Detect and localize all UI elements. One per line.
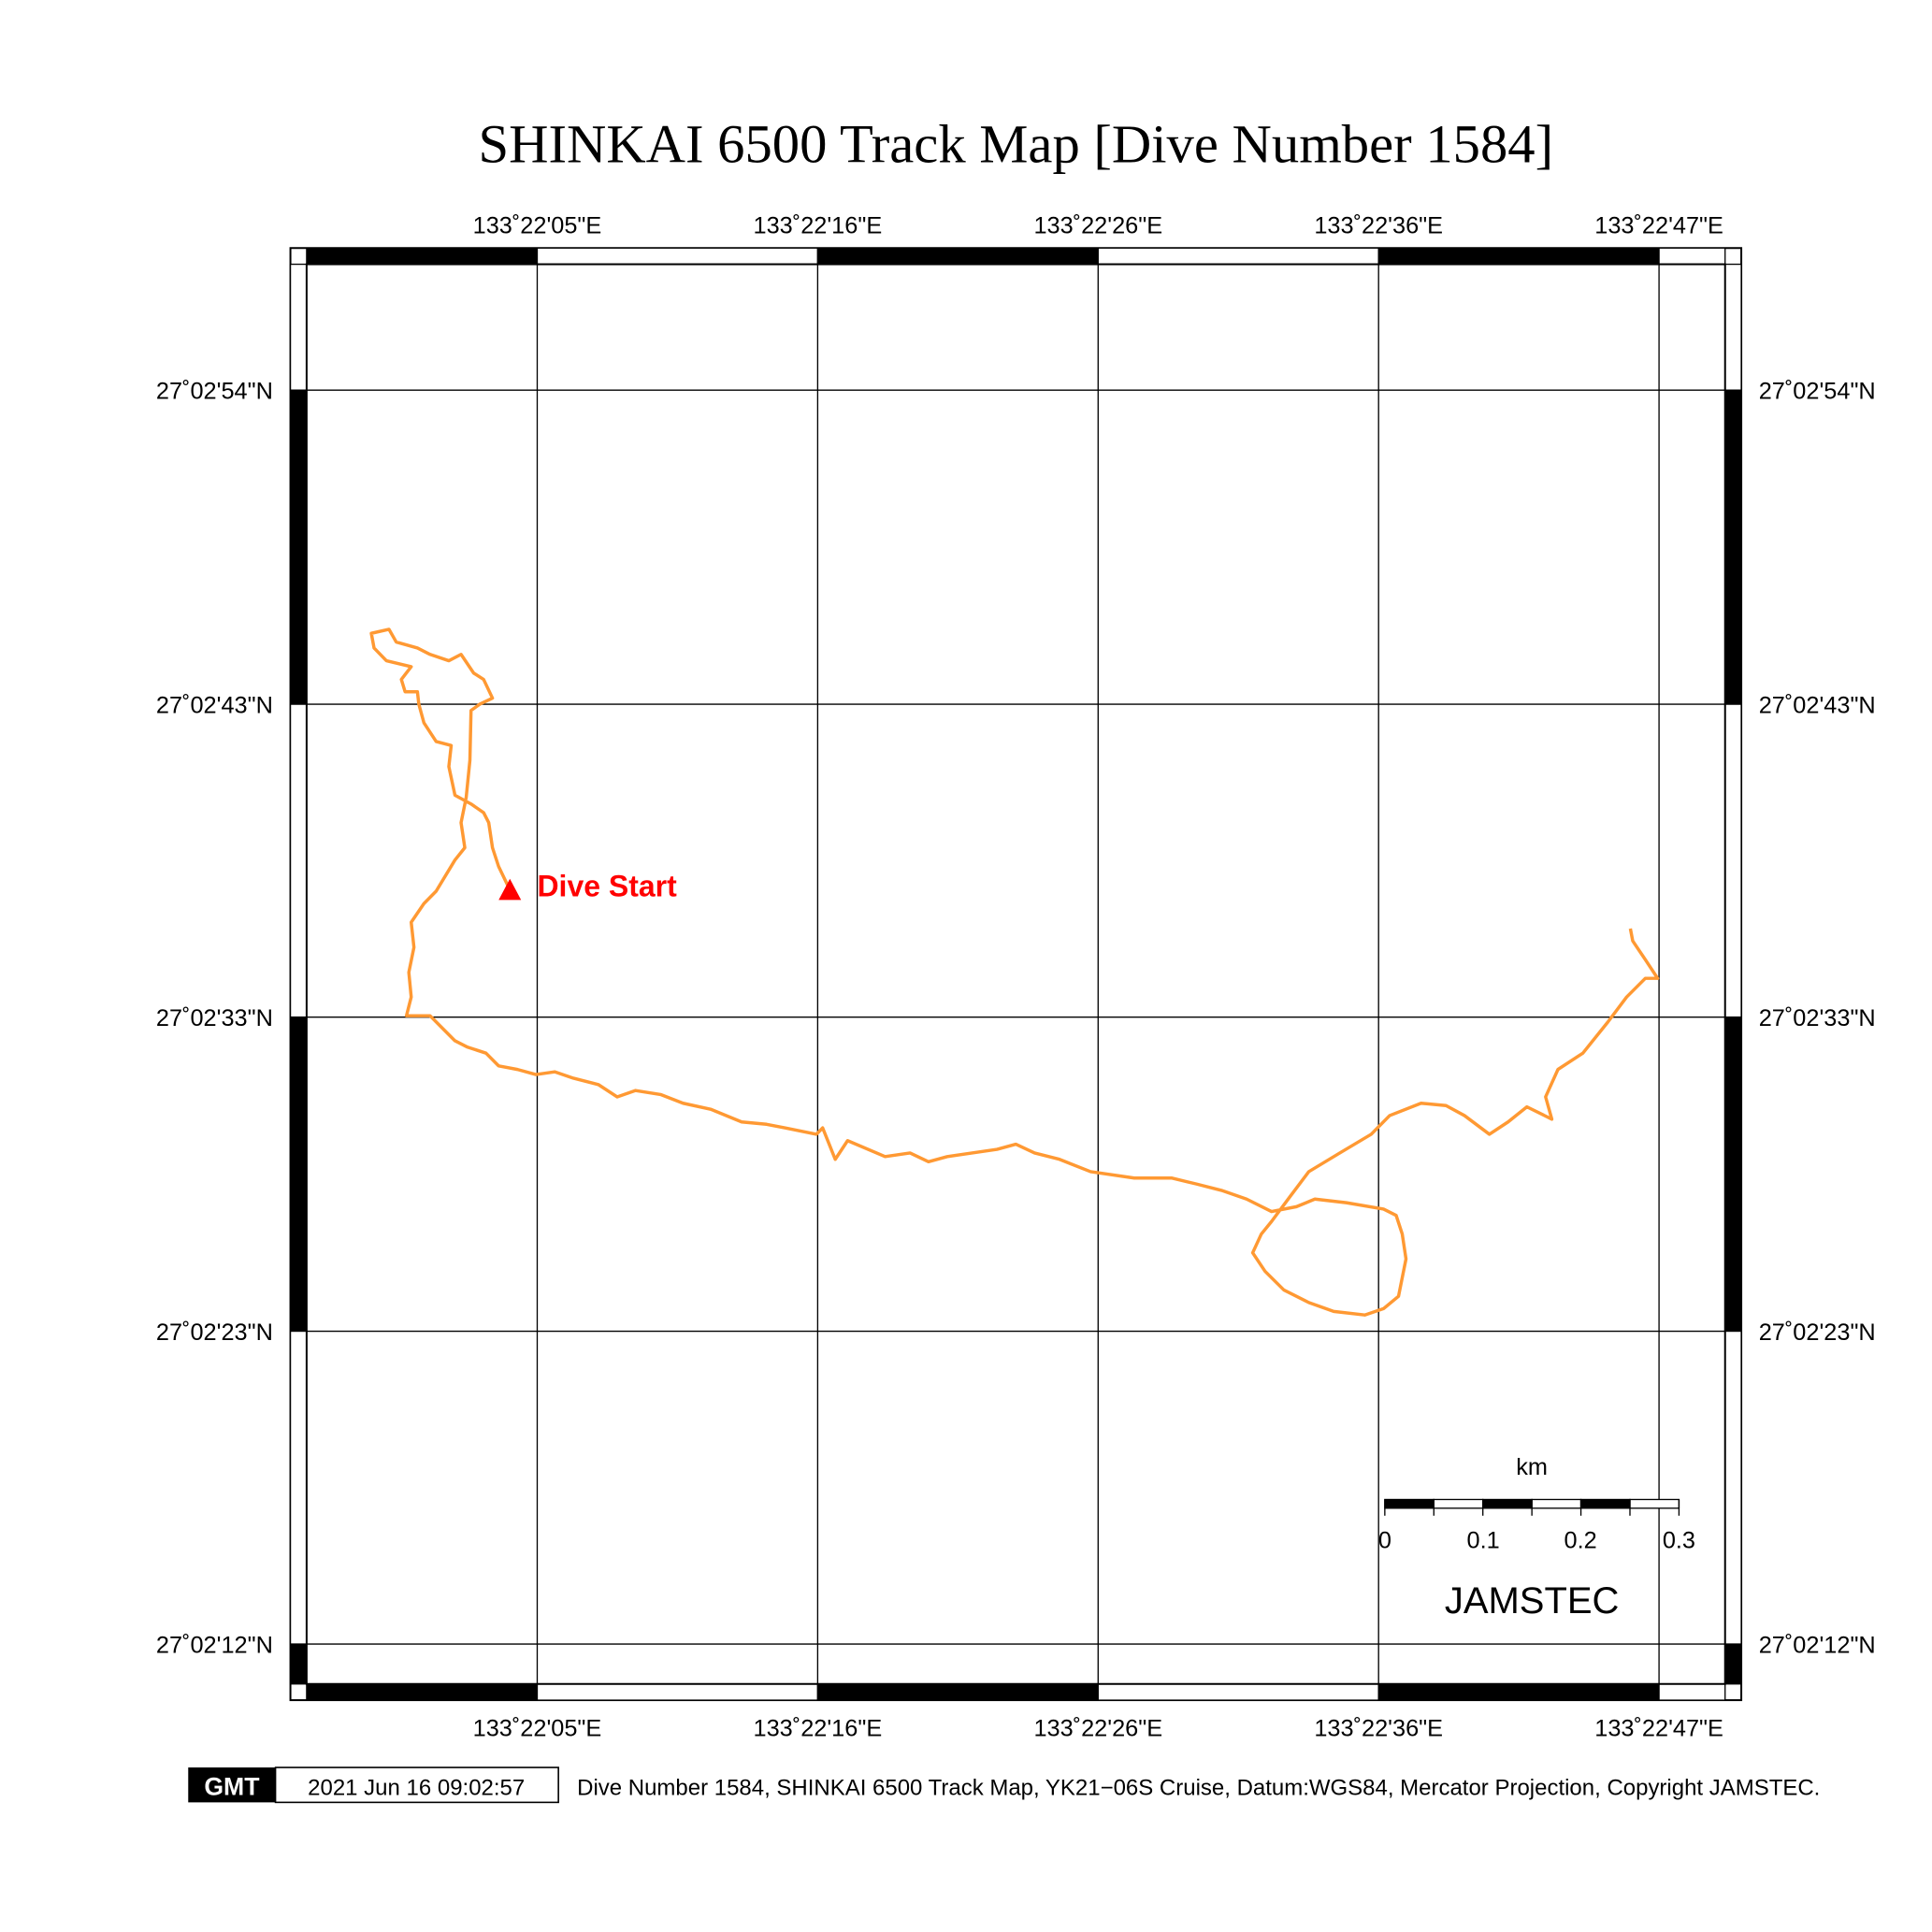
frame-segment: [536, 247, 819, 266]
lat-label: 27˚02'43"N: [1759, 692, 1876, 718]
map-frame: [289, 247, 1743, 1702]
scale-bar-segment: [1579, 1498, 1631, 1509]
scale-tick-label: 0.2: [1564, 1527, 1597, 1553]
scale-tick-label: 0.1: [1467, 1527, 1500, 1553]
timestamp-box: [274, 1766, 559, 1804]
graticule: [306, 264, 1725, 1684]
timestamp: 2021 Jun 16 09:02:57: [308, 1775, 525, 1800]
scale-unit: km: [1516, 1454, 1548, 1480]
frame-segment: [1658, 247, 1726, 266]
agency-label: JAMSTEC: [1445, 1580, 1620, 1622]
scale-bar: km 0 0.1 0.2 0.3 JAMSTEC: [1378, 1454, 1695, 1622]
frame-segment: [1097, 1683, 1379, 1701]
lon-label: 133˚22'16"E: [754, 212, 883, 238]
lon-label: 133˚22'26"E: [1033, 1716, 1162, 1742]
lat-label: 27˚02'43"N: [156, 692, 273, 718]
frame-segment: [1097, 247, 1379, 266]
frame-segment: [1724, 263, 1742, 391]
dive-start-label: Dive Start: [537, 869, 677, 902]
frame-segment: [1377, 247, 1660, 266]
lat-labels-left: 27˚02'54"N 27˚02'43"N 27˚02'33"N 27˚02'2…: [156, 379, 273, 1659]
frame-segment: [289, 703, 308, 1018]
lon-labels-top: 133˚22'05"E 133˚22'16"E 133˚22'26"E 133˚…: [473, 212, 1723, 238]
map-title: SHINKAI 6500 Track Map [Dive Number 1584…: [479, 113, 1554, 174]
frame-segment: [816, 1683, 1099, 1701]
frame-segment: [816, 247, 1099, 266]
scale-bar-segment: [1482, 1498, 1533, 1509]
gmt-logo-text: GMT: [204, 1772, 259, 1800]
frame-segment: [1377, 1683, 1660, 1701]
frame-segment: [1724, 1643, 1742, 1685]
frame-segment: [1658, 1683, 1726, 1701]
lon-label: 133˚22'36"E: [1314, 1716, 1443, 1742]
frame-segment: [1724, 389, 1742, 705]
lon-label: 133˚22'47"E: [1594, 1716, 1723, 1742]
lon-labels-bottom: 133˚22'05"E 133˚22'16"E 133˚22'26"E 133˚…: [473, 1716, 1723, 1742]
lon-label: 133˚22'05"E: [473, 1716, 602, 1742]
lat-label: 27˚02'54"N: [1759, 379, 1876, 405]
scale-bar-segment: [1531, 1498, 1582, 1509]
lon-label: 133˚22'47"E: [1594, 212, 1723, 238]
lat-label: 27˚02'23"N: [1759, 1319, 1876, 1346]
scale-bar-segment: [1384, 1498, 1435, 1509]
scale-bar-segment: [1629, 1498, 1680, 1509]
lat-label: 27˚02'33"N: [1759, 1005, 1876, 1031]
scale-bar-segments: [1384, 1498, 1680, 1516]
frame-segment: [289, 1016, 308, 1333]
gmt-logo: [188, 1767, 276, 1803]
lon-label: 133˚22'16"E: [754, 1716, 883, 1742]
footer-caption: Dive Number 1584, SHINKAI 6500 Track Map…: [577, 1775, 1820, 1800]
lat-labels-right: 27˚02'54"N 27˚02'43"N 27˚02'33"N 27˚02'2…: [1759, 379, 1876, 1659]
frame-segment: [1724, 1016, 1742, 1333]
scale-tick-label: 0.3: [1663, 1527, 1695, 1553]
lon-label: 133˚22'36"E: [1314, 212, 1443, 238]
lat-label: 27˚02'33"N: [156, 1005, 273, 1031]
scale-tick-label: 0: [1378, 1527, 1391, 1553]
lat-label: 27˚02'12"N: [156, 1632, 273, 1658]
frame-segment: [289, 389, 308, 705]
frame-segment: [289, 1643, 308, 1685]
frame-segment: [289, 263, 308, 391]
lon-label: 133˚22'26"E: [1033, 212, 1162, 238]
lat-label: 27˚02'54"N: [156, 379, 273, 405]
frame-segment: [536, 1683, 819, 1701]
dive-track: [369, 627, 1660, 1317]
frame-inner: [305, 263, 1726, 1685]
frame-segment: [306, 1683, 539, 1701]
dive-start-marker: [498, 878, 522, 901]
frame-segment: [289, 1330, 308, 1645]
footer: GMT 2021 Jun 16 09:02:57 Dive Number 158…: [188, 1766, 1820, 1804]
frame-segment: [1724, 1330, 1742, 1645]
lon-label: 133˚22'05"E: [473, 212, 602, 238]
scale-bar-segment: [1433, 1498, 1484, 1509]
frame-segment: [1724, 703, 1742, 1018]
lat-label: 27˚02'12"N: [1759, 1632, 1876, 1658]
lat-label: 27˚02'23"N: [156, 1319, 273, 1346]
frame-segment: [306, 247, 539, 266]
